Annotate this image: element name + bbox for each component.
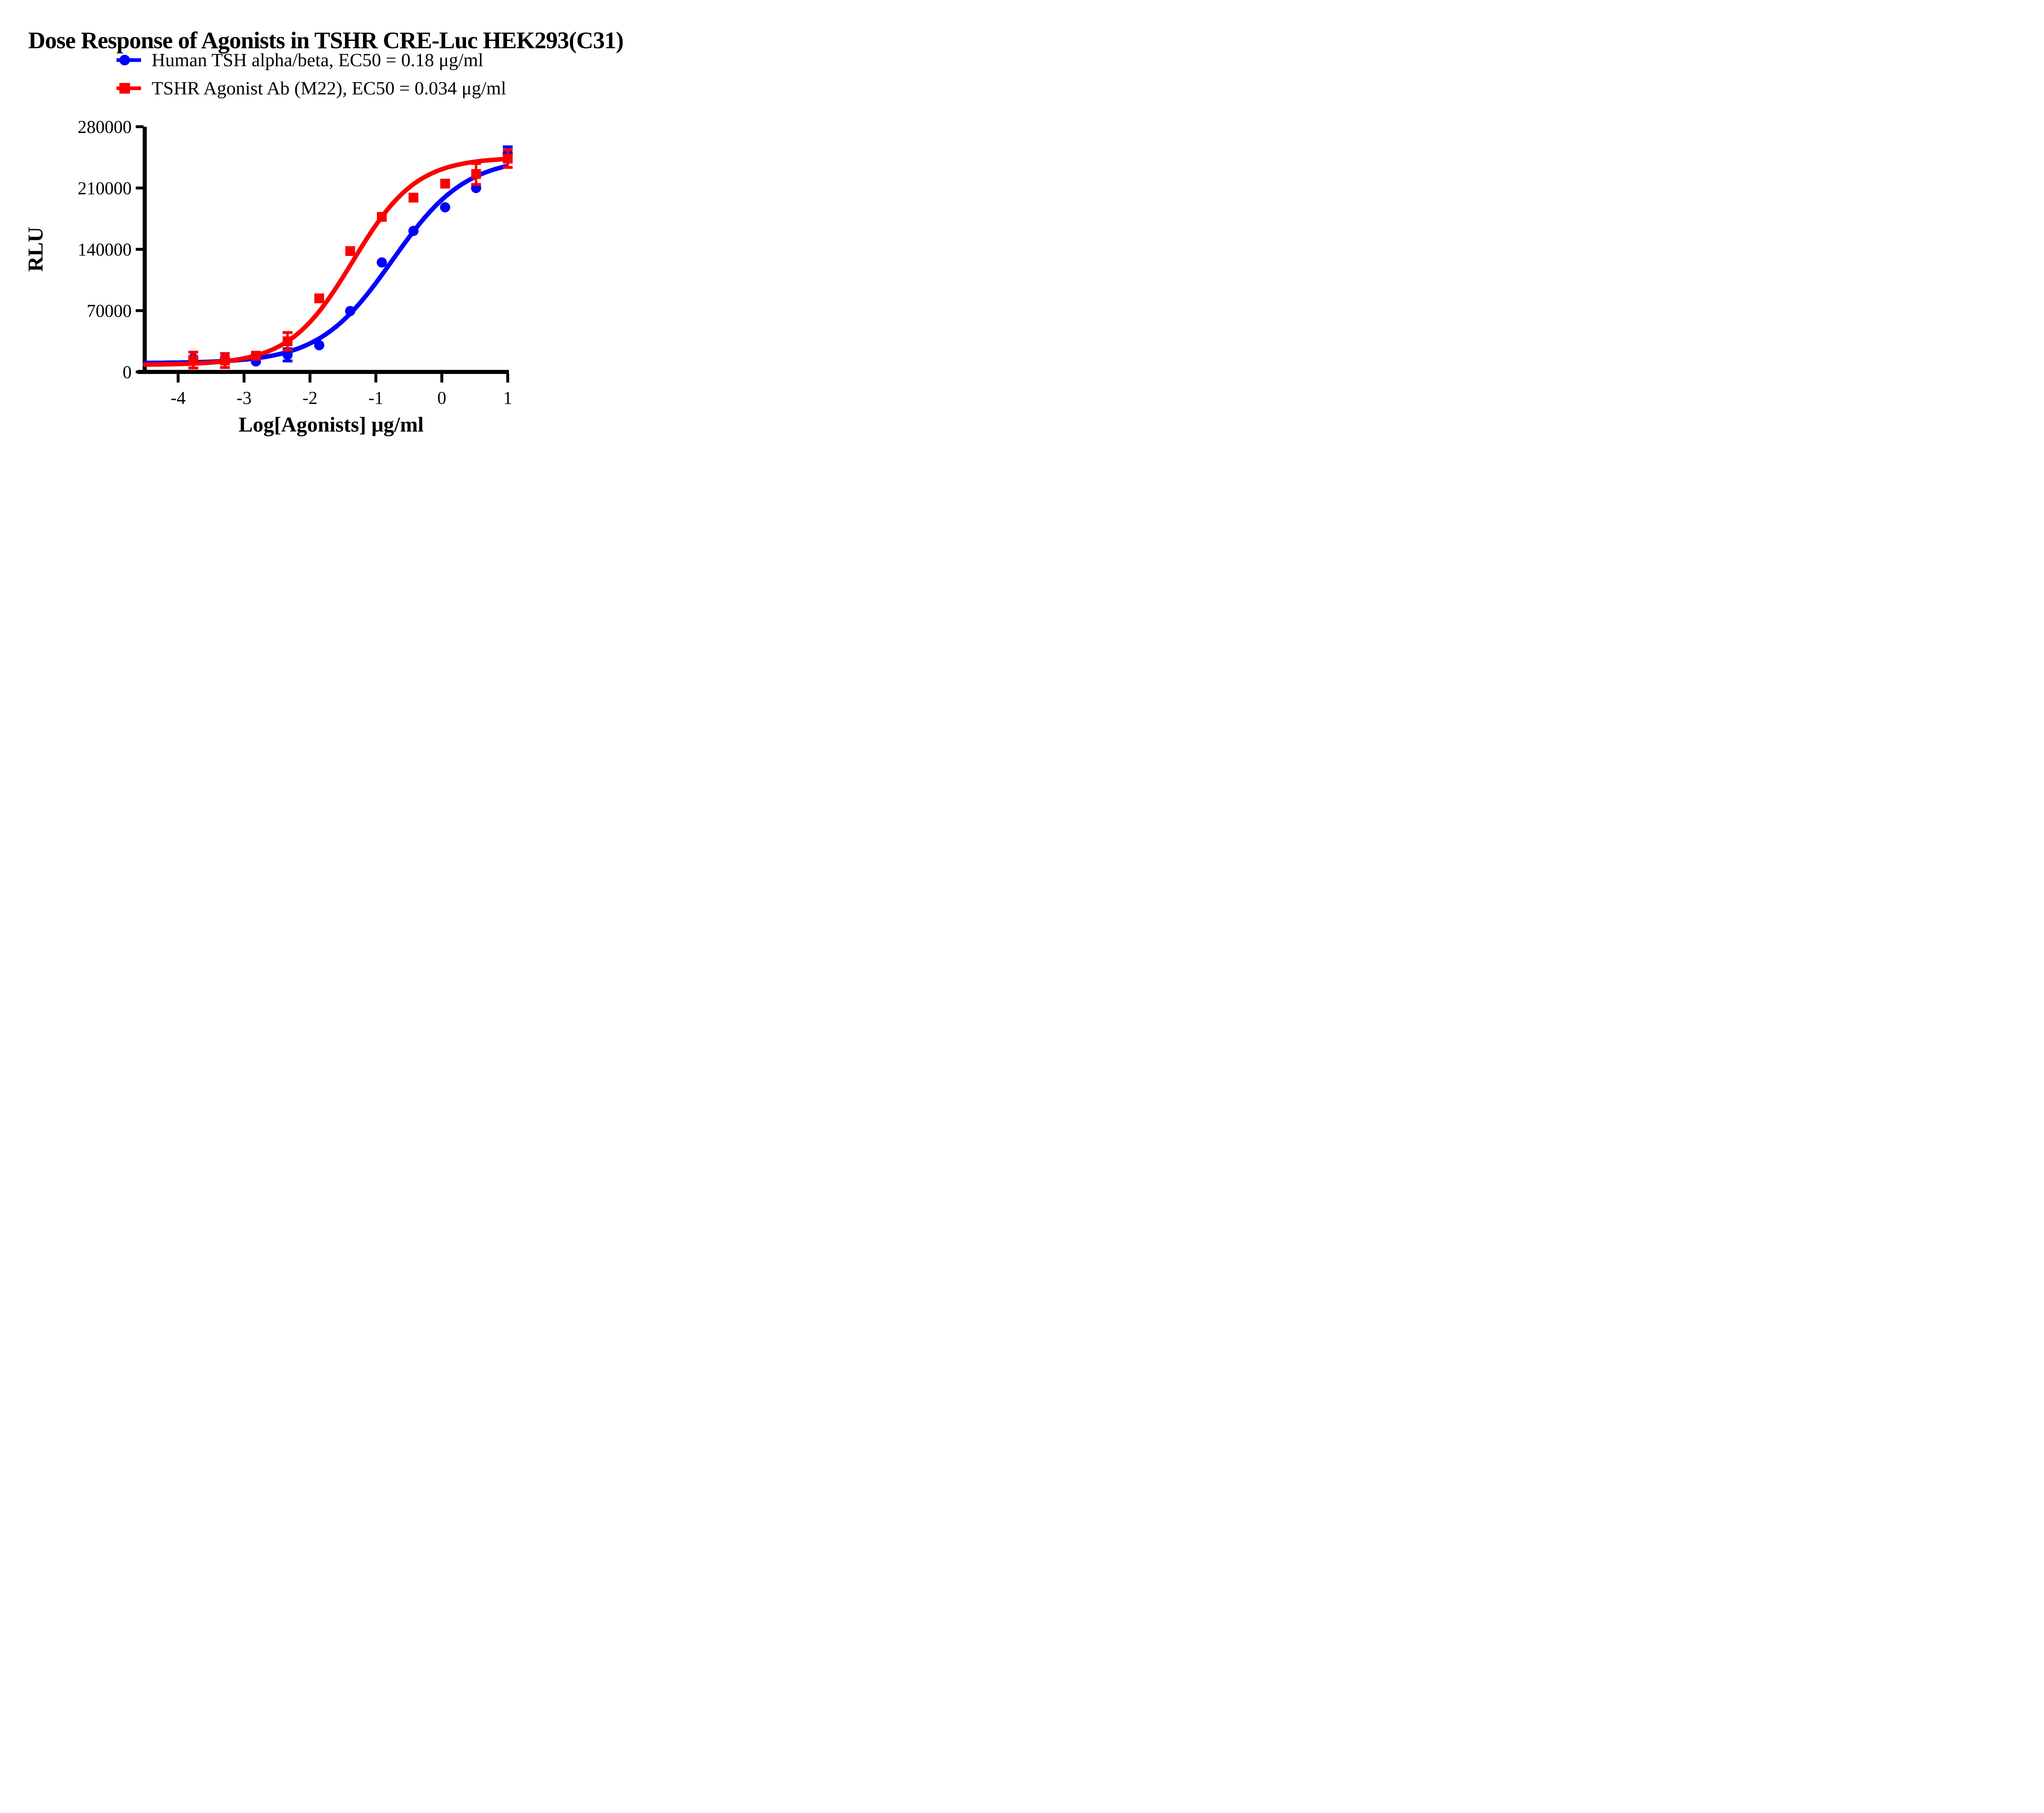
data-point-marker	[408, 226, 419, 236]
data-point-marker	[220, 356, 230, 366]
y-tick-label: 210000	[78, 178, 132, 198]
legend: Human TSH alpha/beta, EC50 = 0.18 μg/ml …	[116, 49, 506, 99]
legend-marker	[119, 83, 130, 94]
data-point-marker	[345, 306, 356, 316]
series-points-1	[188, 148, 513, 369]
data-point-marker	[282, 349, 293, 360]
x-tick-label: -4	[170, 388, 186, 408]
data-point-marker	[440, 179, 450, 189]
legend-item-m22: TSHR Agonist Ab (M22), EC50 = 0.034 μg/m…	[116, 78, 506, 99]
legend-label-human-tsh: Human TSH alpha/beta, EC50 = 0.18 μg/ml	[152, 49, 484, 70]
y-tick-label: 70000	[87, 301, 132, 321]
data-point-marker	[282, 336, 293, 346]
y-tick-label: 0	[123, 362, 132, 382]
data-point-marker	[377, 257, 387, 268]
y-axis-title: RLU	[24, 227, 47, 272]
x-tick-label: 0	[437, 388, 446, 408]
data-point-marker	[503, 154, 513, 164]
legend-item-human-tsh: Human TSH alpha/beta, EC50 = 0.18 μg/ml	[116, 49, 506, 71]
dose-response-chart: 0 70000 140000 210000 280000 -4 -3 -2 -1 0 1 RLU Log…	[24, 117, 513, 436]
x-tick-label: -1	[368, 388, 383, 408]
legend-label-m22: TSHR Agonist Ab (M22), EC50 = 0.034 μg/m…	[152, 77, 507, 98]
x-axis-title: Log[Agonists] μg/ml	[239, 413, 424, 436]
y-tick-label: 280000	[78, 117, 132, 137]
y-tick-label: 140000	[78, 239, 132, 260]
data-point-marker	[471, 169, 481, 179]
series-curve-0	[143, 164, 509, 365]
data-point-marker	[314, 340, 325, 351]
data-point-marker	[377, 212, 387, 222]
legend-square-marker-icon	[117, 83, 141, 94]
x-tick-label: 1	[503, 388, 512, 408]
page-title: Dose Response of Agonists in TSHR CRE-Lu…	[28, 27, 624, 54]
legend-circle-marker-icon	[117, 55, 141, 66]
data-point-marker	[440, 202, 450, 213]
data-point-marker	[314, 293, 324, 303]
data-point-marker	[345, 246, 355, 256]
x-tick-label: -2	[303, 388, 318, 408]
x-tick-label: -3	[237, 388, 252, 408]
series-curve-1	[143, 157, 509, 367]
data-point-marker	[188, 355, 198, 365]
data-point-marker	[408, 192, 419, 203]
series-points-0	[188, 145, 513, 367]
data-point-marker	[251, 351, 261, 361]
legend-marker	[119, 55, 130, 66]
